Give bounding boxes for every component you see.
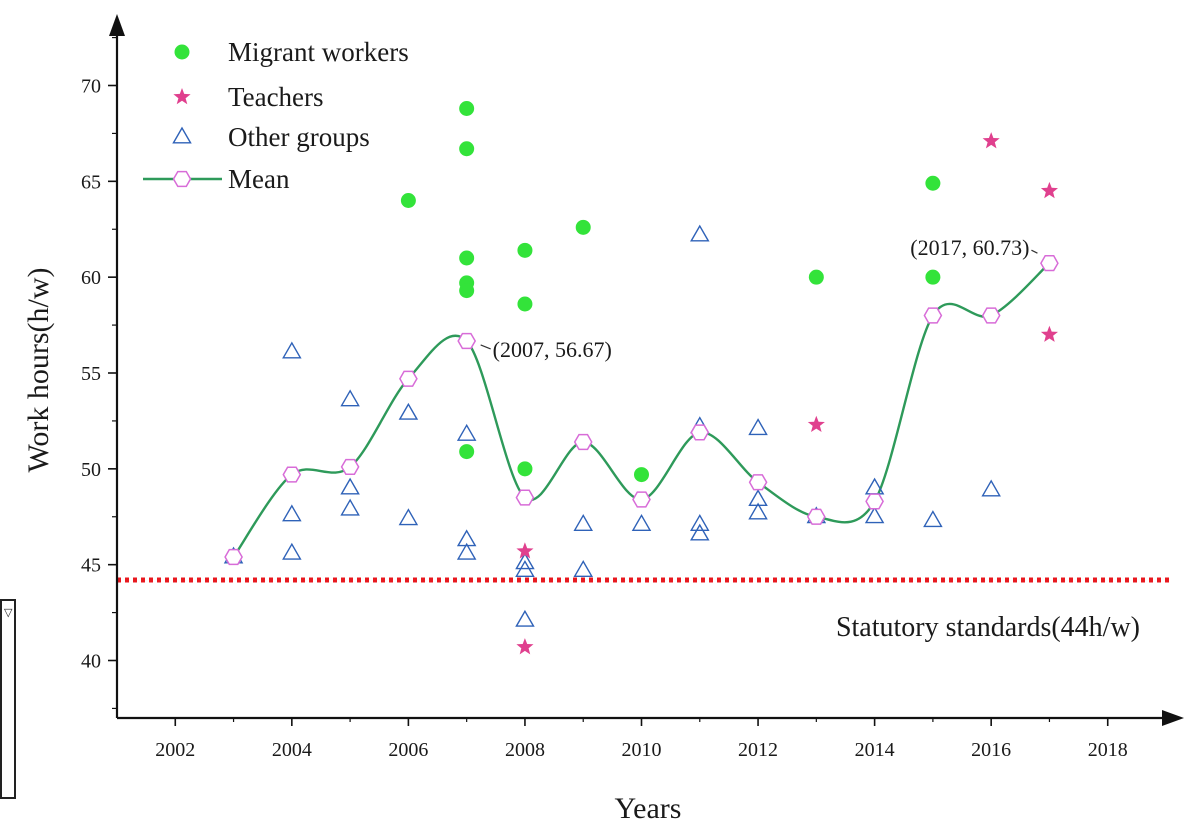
teachers-point <box>1040 325 1058 342</box>
other-groups-point <box>690 224 710 242</box>
mean-point <box>573 433 593 451</box>
mean-point <box>865 493 884 510</box>
teachers-point <box>516 638 534 655</box>
x-axis-title: Years <box>615 792 682 825</box>
legend-mean-marker <box>172 170 192 188</box>
other-groups-point <box>748 502 768 520</box>
y-tick-label: 65 <box>81 171 101 193</box>
other-groups-point <box>282 542 302 560</box>
y-tick-label: 45 <box>81 555 101 577</box>
other-groups-point <box>573 560 593 577</box>
other-groups-point <box>456 529 477 547</box>
legend-other-groups-marker <box>172 126 192 144</box>
teachers-point <box>807 415 825 432</box>
other-groups-point <box>573 514 593 531</box>
migrant-workers-point <box>925 175 941 191</box>
y-tick-label: 70 <box>81 76 101 98</box>
mean-point <box>981 307 1001 324</box>
legend-mean-label: Mean <box>228 164 290 194</box>
other-groups-point <box>690 514 710 531</box>
x-tick-label: 2008 <box>505 739 545 761</box>
mean-point <box>748 474 768 491</box>
teachers-point <box>1040 181 1058 199</box>
y-tick-label: 55 <box>81 363 101 385</box>
mean-series-line <box>232 262 1051 558</box>
x-tick-label: 2006 <box>388 739 428 761</box>
mean-point <box>1040 255 1059 272</box>
other-groups-point <box>398 402 419 420</box>
teachers-point <box>982 132 1000 149</box>
mean-point <box>224 548 243 566</box>
other-groups-point <box>690 523 710 541</box>
mean-point <box>457 332 477 350</box>
y-axis-title: Work hours(h/w) <box>22 267 55 472</box>
legend: Migrant workers Teachers Other groups Mean <box>143 37 409 194</box>
frame-fragment-glyph: ▽ <box>4 606 13 619</box>
mean-point <box>340 458 360 476</box>
migrant-workers-point <box>459 101 475 116</box>
annotation-2007: (2007, 56.67) <box>493 337 612 362</box>
other-groups-point <box>748 418 768 436</box>
legend-other-groups-label: Other groups <box>228 122 370 152</box>
other-groups-point <box>864 506 885 524</box>
migrant-workers-point <box>517 296 533 312</box>
other-groups-point <box>456 542 477 560</box>
x-tick-label: 2010 <box>622 739 662 761</box>
y-tick-label: 60 <box>81 267 101 289</box>
other-groups-point <box>923 510 943 528</box>
legend-migrant-workers-label: Migrant workers <box>228 37 409 67</box>
x-tick-label: 2002 <box>155 739 195 761</box>
migrant-workers-point <box>634 467 649 483</box>
other-groups-point <box>456 423 477 441</box>
migrant-workers-point <box>459 141 475 157</box>
annotation-2017: (2017, 60.73) <box>910 235 1029 260</box>
legend-teachers-label: Teachers <box>228 82 324 112</box>
migrant-workers-point <box>575 219 591 235</box>
migrant-workers-point <box>517 242 533 258</box>
other-groups-point <box>340 477 360 495</box>
other-groups-point <box>748 489 768 507</box>
other-groups-point <box>282 341 302 359</box>
other-groups-point <box>515 609 535 627</box>
other-groups-point <box>398 508 419 526</box>
migrant-workers-point <box>459 444 475 460</box>
y-tick-label: 50 <box>81 459 101 481</box>
x-axis-arrow-icon <box>1162 710 1184 726</box>
other-groups-point <box>340 389 360 407</box>
mean-point <box>923 307 943 324</box>
frame-fragment <box>0 599 16 799</box>
migrant-workers-point <box>517 461 533 477</box>
other-groups-point <box>515 560 535 577</box>
other-groups-point <box>340 498 360 516</box>
migrant-workers-point <box>459 250 475 266</box>
annotation-2017-leader <box>1031 249 1038 254</box>
other-groups-point <box>515 552 535 570</box>
legend-migrant-workers-marker <box>174 44 190 60</box>
migrant-workers-point <box>808 269 824 285</box>
mean-point <box>690 424 710 441</box>
mean-point <box>282 466 302 483</box>
annotation-2007-leader <box>480 344 491 350</box>
other-groups-point <box>631 514 652 531</box>
y-tick-label: 40 <box>81 651 101 673</box>
migrant-workers-point <box>400 193 416 208</box>
other-groups-point <box>981 479 1001 497</box>
x-tick-label: 2018 <box>1088 739 1128 761</box>
mean-point <box>399 370 418 387</box>
y-axis-arrow-icon <box>109 14 125 36</box>
x-tick-label: 2014 <box>855 739 895 761</box>
teachers-point <box>516 542 534 559</box>
mean-point <box>515 489 535 506</box>
mean-point <box>806 508 826 525</box>
other-groups-point <box>282 504 302 522</box>
migrant-workers-point <box>459 283 475 299</box>
x-tick-label: 2004 <box>272 739 312 761</box>
mean-point <box>632 491 651 508</box>
migrant-workers-point <box>925 269 941 285</box>
statutory-standard-label: Statutory standards(44h/w) <box>836 612 1140 643</box>
x-tick-label: 2016 <box>971 739 1011 761</box>
legend-teachers-marker <box>173 88 191 105</box>
x-tick-label: 2012 <box>738 739 778 761</box>
